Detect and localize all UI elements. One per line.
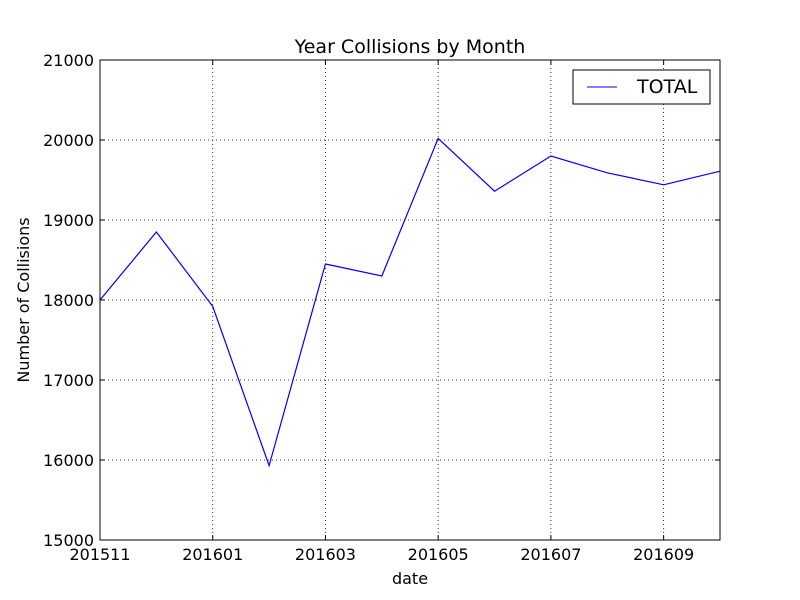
y-tick-label: 19000 — [43, 211, 94, 230]
y-tick-label: 18000 — [43, 291, 94, 310]
legend: TOTAL — [572, 69, 711, 105]
series-layer — [99, 137, 721, 468]
legend-label: TOTAL — [636, 76, 698, 98]
y-axis-label: Number of Collisions — [14, 217, 33, 382]
x-axis-label: date — [392, 569, 428, 588]
tick-layer: 15000 16000 17000 18000 19000 20000 21000 20151… — [43, 51, 720, 564]
series-line-0 — [99, 137, 721, 468]
x-tick-label: 201511 — [69, 545, 130, 564]
x-tick-label: 201601 — [182, 545, 243, 564]
y-tick-label: 15000 — [43, 531, 94, 550]
y-tick-label: 16000 — [43, 451, 94, 470]
x-tick-label: 201605 — [408, 545, 469, 564]
y-tick-label: 21000 — [43, 51, 94, 70]
chart-title: Year Collisions by Month — [294, 36, 526, 58]
x-tick-label: 201609 — [633, 545, 694, 564]
y-tick-label: 17000 — [43, 371, 94, 390]
y-tick-label: 20000 — [43, 131, 94, 150]
x-tick-label: 201607 — [520, 545, 581, 564]
x-tick-label: 201603 — [295, 545, 356, 564]
grid-layer — [100, 60, 720, 540]
